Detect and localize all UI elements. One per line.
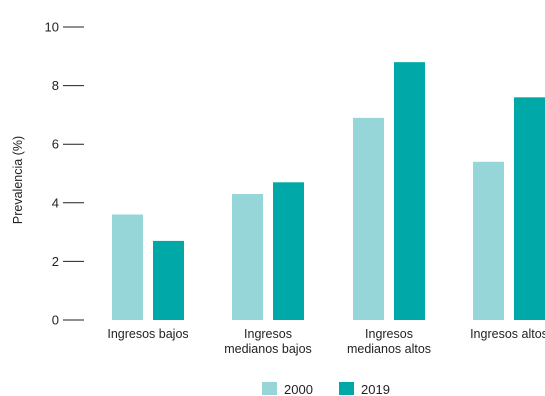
x-category-label-line: Ingresos bajos (107, 327, 188, 341)
bar-2019-3 (394, 62, 425, 320)
x-category-label-line: Ingresos altos (470, 327, 545, 341)
y-axis: 0 2 4 6 8 10 (45, 20, 84, 328)
bar-2000-1 (112, 214, 143, 320)
x-category-label-line: medianos altos (347, 342, 431, 356)
y-tick-label: 8 (52, 78, 59, 93)
y-axis-title: Prevalencia (%) (11, 136, 25, 224)
y-tick-label: 6 (52, 137, 59, 152)
x-category-label: Ingresos medianos bajos (224, 327, 312, 356)
x-category-label: Ingresos bajos (107, 327, 188, 341)
x-category-label: Ingresos medianos altos (347, 327, 431, 356)
bar-2000-3 (353, 117, 384, 320)
bar-2019-1 (153, 240, 184, 320)
bar-2019-2 (273, 182, 304, 320)
legend-label-2000: 2000 (284, 382, 313, 396)
x-category-label: Ingresos altos (470, 327, 545, 341)
legend: 2000 2019 (262, 382, 390, 396)
legend-swatch-2019 (339, 382, 354, 395)
bar-2000-2 (232, 194, 263, 320)
x-axis-labels: Ingresos bajos Ingresos medianos bajosIngr… (107, 327, 545, 356)
y-tick-label: 0 (52, 313, 59, 328)
legend-label-2019: 2019 (361, 382, 390, 396)
x-category-label-line: Ingresos (244, 327, 292, 341)
x-category-label-line: medianos bajos (224, 342, 312, 356)
y-tick-label: 2 (52, 254, 59, 269)
x-category-label-line: Ingresos (365, 327, 413, 341)
bar-2019-4 (514, 97, 545, 320)
bar-2000-4 (473, 161, 504, 320)
bars (112, 62, 545, 320)
y-tick-label: 4 (52, 195, 59, 210)
legend-swatch-2000 (262, 382, 277, 395)
y-tick-label: 10 (45, 20, 59, 35)
